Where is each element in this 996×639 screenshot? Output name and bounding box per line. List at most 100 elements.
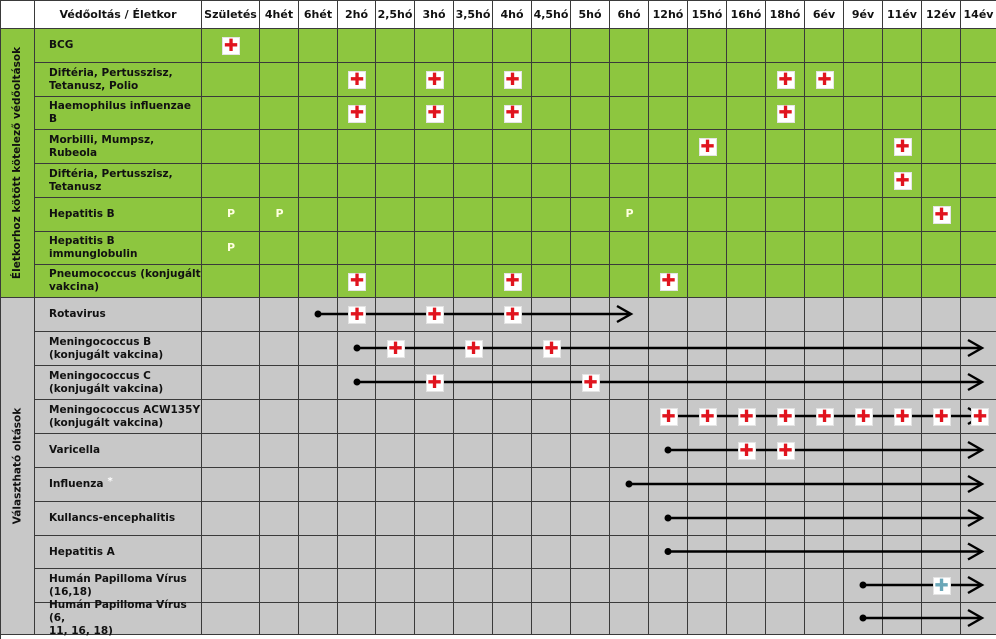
schedule-cell [571,502,610,536]
schedule-cell [493,536,532,569]
schedule-cell [571,63,610,97]
dose-plus-icon: ✚ [503,304,522,325]
schedule-cell [766,502,805,536]
schedule-cell [202,265,260,298]
schedule-cell [260,97,299,130]
schedule-cell [299,332,338,366]
schedule-cell [883,97,922,130]
schedule-cell [844,97,883,130]
schedule-cell [766,29,805,63]
schedule-cell [376,468,415,502]
dose-plus-icon: ✚ [222,35,240,56]
schedule-cell [532,502,571,536]
schedule-cell [454,265,493,298]
schedule-cell [202,434,260,468]
schedule-cell [415,569,454,603]
dose-plus-icon: ✚ [464,338,483,359]
schedule-cell [376,502,415,536]
schedule-cell [727,97,766,130]
schedule-cell [202,468,260,502]
schedule-cell [571,434,610,468]
vaccine-name-text: Influenza [49,478,104,490]
schedule-cell [844,63,883,97]
schedule-cell [454,63,493,97]
schedule-cell [376,265,415,298]
section-label-text: Életkorhoz kötött kötelező védőoltások [11,46,24,280]
schedule-cell [922,63,961,97]
dose-plus-icon: ✚ [503,69,522,90]
schedule-cell [961,502,996,536]
schedule-cell [766,569,805,603]
schedule-cell [805,332,844,366]
schedule-cell [922,434,961,468]
passive-p-marker: P [226,240,236,254]
schedule-cell [844,265,883,298]
vaccine-name-text: Haemophilus influenzae B [49,100,191,125]
schedule-cell [376,400,415,434]
schedule-cell [202,97,260,130]
schedule-cell [922,29,961,63]
vaccine-name: BCG [35,29,202,63]
schedule-cell [961,63,996,97]
footnote-asterisk: * [107,476,113,487]
schedule-cell [299,198,338,232]
schedule-cell [376,164,415,198]
section-label-text: Választható oltások [11,407,24,525]
schedule-cell [805,298,844,332]
schedule-cell [338,265,376,298]
dose-plus-icon: ✚ [386,338,405,359]
schedule-cell [883,198,922,232]
schedule-cell [649,468,688,502]
schedule-cell [883,332,922,366]
schedule-cell [922,603,961,635]
schedule-cell [961,332,996,366]
schedule-cell [493,468,532,502]
vaccine-name-text: Diftéria, Pertusszisz, Tetanusz, Polio [49,66,173,92]
header-title: Védőoltás / Életkor [35,1,202,29]
vaccine-name-text: Kullancs-encephalitis [49,512,176,524]
dose-plus-icon: ✚ [348,103,366,123]
schedule-cell [727,603,766,635]
schedule-cell [805,232,844,265]
schedule-cell [610,29,649,63]
schedule-cell [571,332,610,366]
schedule-cell [922,366,961,400]
vaccine-name: Haemophilus influenzae B [35,97,202,130]
dose-plus-icon: ✚ [893,170,912,191]
section-label-optional: Választható oltások [1,298,35,635]
schedule-cell [532,400,571,434]
schedule-cell [961,29,996,63]
schedule-cell [688,198,727,232]
schedule-cell [299,468,338,502]
dose-plus-icon: ✚ [348,304,366,325]
schedule-cell [260,332,299,366]
schedule-cell [376,434,415,468]
schedule-cell [805,29,844,63]
schedule-cell [532,198,571,232]
schedule-cell [766,130,805,164]
dose-plus-icon: ✚ [776,103,795,123]
schedule-cell [202,569,260,603]
vaccine-name-text: Humán Papilloma Vírus (16,18) [49,572,187,598]
schedule-cell [571,29,610,63]
schedule-cell [688,603,727,635]
dose-plus-icon: ✚ [932,406,951,427]
schedule-cell [883,434,922,468]
schedule-cell [493,164,532,198]
schedule-cell [844,434,883,468]
schedule-cell [922,332,961,366]
schedule-cell [202,198,260,232]
schedule-cell [844,536,883,569]
schedule-cell [883,232,922,265]
vaccine-name: Pneumococcus (konjugált vakcina) [35,265,202,298]
schedule-cell [688,63,727,97]
schedule-cell [805,97,844,130]
schedule-cell [532,434,571,468]
schedule-cell [727,569,766,603]
schedule-cell [454,468,493,502]
schedule-cell [961,366,996,400]
vaccine-name-text: Diftéria, Pertusszisz, Tetanusz [49,167,173,193]
schedule-cell [727,63,766,97]
schedule-cell [493,332,532,366]
